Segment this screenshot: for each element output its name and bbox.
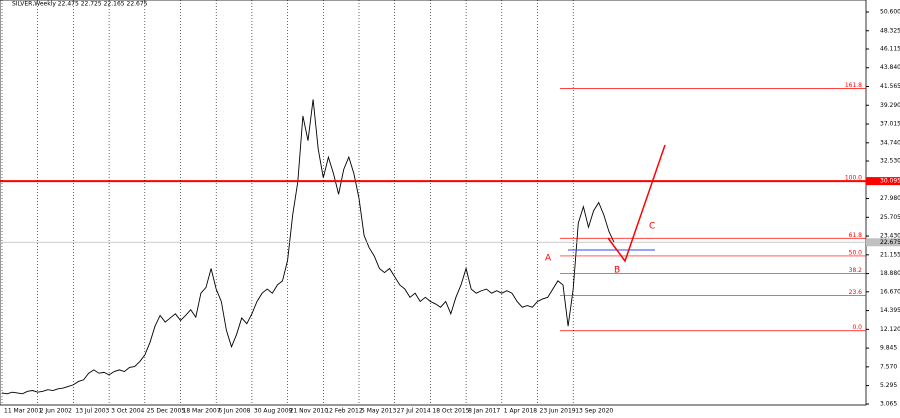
x-tick-label: 18 Mar 2007 <box>183 408 221 415</box>
x-tick-label: 27 Jul 2014 <box>397 408 431 415</box>
y-tick-label: 3.065 <box>880 401 897 408</box>
y-tick-label: 5.295 <box>880 382 897 389</box>
x-tick-label: 18 Oct 2015 <box>432 408 469 415</box>
x-tick-label: 12 Feb 2012 <box>325 408 363 415</box>
y-tick-label: 25.705 <box>880 214 900 221</box>
y-tick-label: 21.155 <box>880 251 900 258</box>
x-tick-label: 2 Jun 2002 <box>40 408 72 415</box>
chart-title: SILVER,Weekly 22.475 22.725 22.165 22.67… <box>12 1 148 8</box>
x-tick-label: 21 Nov 2010 <box>290 408 329 415</box>
fib-label: 100.0 <box>845 175 862 182</box>
price-label: 22.675 <box>880 239 900 246</box>
fib-label: 38.2 <box>849 267 863 274</box>
y-tick-label: 9.845 <box>880 345 897 352</box>
x-tick-label: 3 Oct 2004 <box>111 408 144 415</box>
x-tick-label: 13 Sep 2020 <box>575 408 613 415</box>
y-tick-label: 12.120 <box>880 326 900 333</box>
y-tick-label: 14.395 <box>880 307 900 314</box>
fib-label: 61.8 <box>849 232 863 239</box>
y-tick-label: 32.530 <box>880 158 900 165</box>
y-tick-label: 43.840 <box>880 64 900 71</box>
x-tick-label: 23 Jun 2019 <box>540 408 576 415</box>
wave-label: C <box>649 222 655 232</box>
y-tick-label: 7.570 <box>880 363 897 370</box>
x-tick-label: 11 Mar 2001 <box>4 408 42 415</box>
y-tick-label: 39.290 <box>880 102 900 109</box>
price-line-series <box>1 99 615 395</box>
x-tick-label: 6 Jun 2008 <box>218 408 250 415</box>
level-label: 30.095 <box>880 178 900 185</box>
x-tick-label: 25 Dec 2005 <box>147 408 186 415</box>
y-tick-label: 41.565 <box>880 83 900 90</box>
y-tick-label: 34.740 <box>880 139 900 146</box>
plot-frame <box>0 0 867 406</box>
price-box <box>866 238 900 247</box>
wave-label: A <box>545 254 552 264</box>
fib-label: 161.8 <box>845 82 862 89</box>
x-tick-label: 1 Apr 2018 <box>504 408 537 415</box>
x-tick-label: 30 Aug 2009 <box>254 408 293 415</box>
fib-label: 0.0 <box>852 324 862 331</box>
y-tick-label: 23.430 <box>880 233 900 240</box>
y-tick-label: 37.015 <box>880 121 900 128</box>
y-tick-label: 16.670 <box>880 288 900 295</box>
x-tick-label: 13 Jul 2003 <box>75 408 109 415</box>
x-tick-label: 5 May 2013 <box>361 408 396 415</box>
wave-label: B <box>614 266 620 276</box>
y-tick-label: 48.325 <box>880 27 900 34</box>
fib-label: 23.6 <box>849 289 863 296</box>
y-tick-label: 18.880 <box>880 270 900 277</box>
wave-path <box>607 144 666 263</box>
y-tick-label: 50.600 <box>880 9 900 16</box>
y-tick-label: 27.980 <box>880 195 900 202</box>
x-tick-label: 8 Jan 2017 <box>468 408 500 415</box>
level-box <box>866 177 900 186</box>
y-tick-label: 46.115 <box>880 45 900 52</box>
fib-label: 50.0 <box>849 249 863 256</box>
